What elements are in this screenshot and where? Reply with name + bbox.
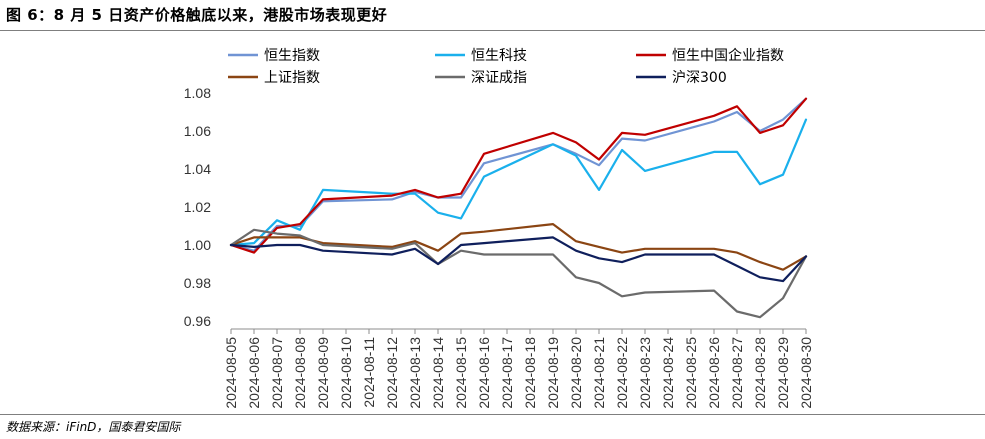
legend-item: 恒生指数: [228, 48, 320, 64]
x-tick-label: 2024-08-27: [729, 337, 745, 409]
series-line-5: [229, 228, 808, 319]
x-tick-label: 2024-08-13: [407, 337, 423, 409]
legend-label: 恒生指数: [264, 48, 320, 64]
legend-label: 沪深300: [672, 70, 727, 86]
series-line-2: [229, 118, 808, 247]
x-tick-label: 2024-08-24: [660, 337, 676, 409]
x-tick-label: 2024-08-25: [683, 337, 699, 409]
x-tick-label: 2024-08-30: [798, 337, 814, 409]
x-tick-label: 2024-08-17: [499, 337, 515, 409]
series-line-6: [229, 236, 808, 283]
x-tick-label: 2024-08-10: [338, 337, 354, 409]
legend-item: 沪深300: [636, 70, 727, 86]
series-line-3: [229, 97, 808, 254]
legend-item: 恒生中国企业指数: [636, 47, 784, 64]
y-axis: 0.96 0.98 1.00 1.02 1.04 1.06 1.08: [184, 85, 211, 329]
x-tick-label: 2024-08-09: [315, 337, 331, 409]
legend-item: 上证指数: [228, 70, 320, 86]
y-tick-label: 1.02: [184, 199, 211, 215]
x-tick-label: 2024-08-07: [269, 337, 285, 409]
x-tick-label: 2024-08-15: [453, 337, 469, 409]
y-tick-label: 1.04: [184, 161, 211, 177]
x-tick-label: 2024-08-23: [637, 337, 653, 409]
y-tick-label: 1.08: [184, 85, 211, 101]
x-tick-label: 2024-08-08: [292, 337, 308, 409]
x-axis: 2024-08-05 2024-08-06 2024-08-07 2024-08-08…: [223, 328, 814, 409]
x-tick-label: 2024-08-06: [246, 337, 262, 409]
x-tick-label: 2024-08-26: [706, 337, 722, 409]
figure-title: 图 6：8 月 5 日资产价格触底以来，港股市场表现更好: [6, 6, 388, 24]
legend-item: 恒生科技: [435, 48, 527, 64]
y-tick-label: 1.06: [184, 123, 211, 139]
x-tick-label: 2024-08-29: [775, 337, 791, 409]
x-tick-label: 2024-08-22: [614, 337, 630, 409]
x-tick-label: 2024-08-19: [545, 337, 561, 409]
x-tick-label: 2024-08-18: [522, 337, 538, 409]
y-tick-label: 1.00: [184, 237, 211, 253]
x-tick-label: 2024-08-16: [476, 337, 492, 409]
x-tick-label: 2024-08-05: [223, 337, 239, 409]
x-tick-label: 2024-08-14: [430, 337, 446, 409]
legend-item: 深证成指: [435, 70, 527, 86]
x-tick-label: 2024-08-28: [752, 337, 768, 409]
x-tick-label: 2024-08-12: [384, 337, 400, 409]
source-note: 数据来源：iFinD，国泰君安国际: [6, 420, 181, 434]
top-divider: [0, 30, 985, 31]
series-line-4: [229, 223, 808, 271]
legend-label: 深证成指: [471, 70, 527, 86]
y-tick-label: 0.98: [184, 275, 211, 291]
legend-label: 恒生科技: [471, 48, 527, 64]
x-tick-label: 2024-08-20: [568, 337, 584, 409]
legend-label: 上证指数: [264, 70, 320, 86]
bottom-divider: [0, 414, 985, 415]
plot-area: [229, 97, 808, 319]
y-tick-label: 0.96: [184, 313, 211, 329]
legend-label: 恒生中国企业指数: [672, 47, 784, 64]
x-tick-label: 2024-08-21: [591, 337, 607, 409]
x-tick-label: 2024-08-11: [361, 337, 377, 408]
